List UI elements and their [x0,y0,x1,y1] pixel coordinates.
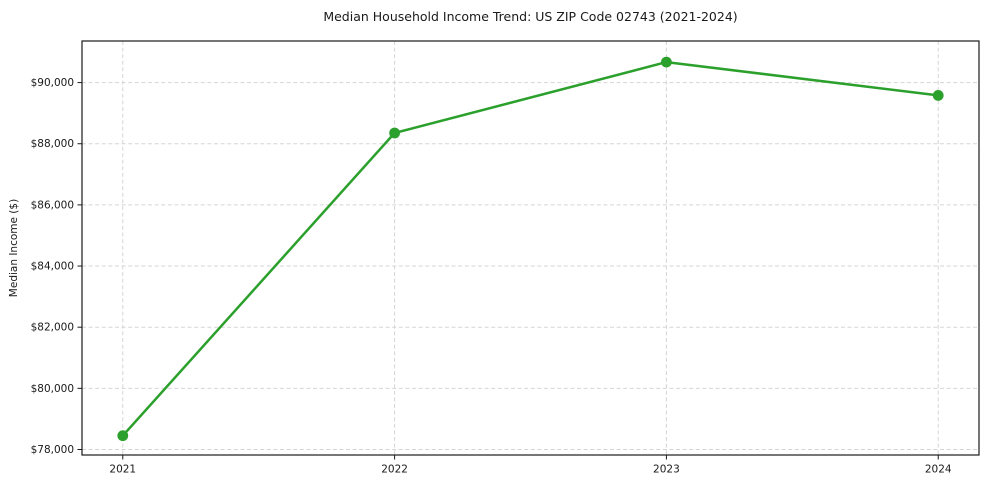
y-tick-label: $78,000 [31,444,74,456]
data-point-2023 [661,56,672,68]
data-point-2024 [932,90,944,101]
y-tick-label: $88,000 [31,138,74,150]
x-tick-label: 2021 [109,464,136,476]
y-tick-label: $84,000 [31,261,74,273]
y-tick-label: $82,000 [31,322,74,334]
x-tick-label: 2022 [381,464,408,476]
data-point-2021 [117,430,129,442]
trend-line [121,60,940,437]
x-tick-label: 2024 [925,464,952,476]
plot-border [81,40,980,456]
x-tick-label: 2023 [653,464,680,476]
y-tick-label: $80,000 [31,383,74,395]
chart-title: Median Household Income Trend: US ZIP Co… [323,9,738,24]
y-tick-label: $86,000 [31,199,74,211]
data-point-2022 [389,127,400,139]
y-tick-label: $90,000 [31,77,74,89]
